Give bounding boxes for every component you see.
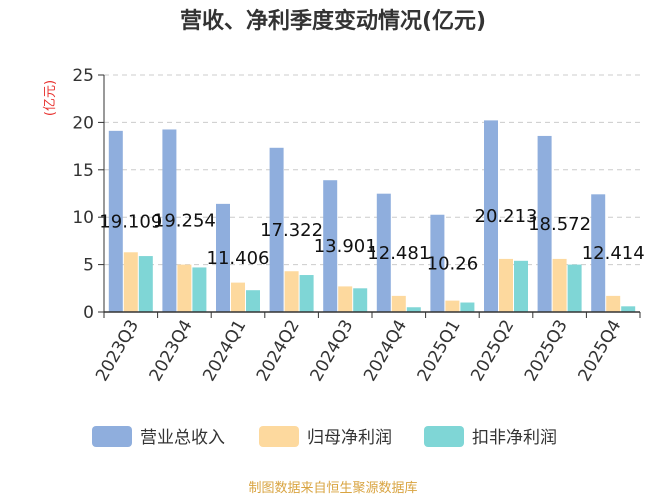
x-axis-ticks: 2023Q3 2023Q4 2024Q1 2024Q2 2024Q3 2024Q4 2025… [92,312,641,385]
bar-1-2025Q2 [484,120,498,312]
legend-label: 营业总收入 [140,428,225,448]
legend-item-1[interactable]: 营业总收入 [92,426,225,448]
bar-3-2023Q4 [192,267,207,312]
source-note: 制图数据来自恒生聚源数据库 [248,480,417,496]
x-tick-label: 2024Q3 [306,317,357,385]
x-tick-label: 2024Q2 [253,317,304,385]
bar-3-2024Q2 [299,275,314,312]
y-tick-label: 10 [72,208,94,228]
bar-3-2023Q3 [138,256,153,312]
x-tick-label: 2025Q2 [467,317,518,385]
bar-1-2025Q4 [591,194,606,312]
bar-3-2024Q4 [406,307,421,312]
data-label: 12.414 [582,243,645,264]
y-tick-label: 20 [72,113,94,133]
x-tick-label: 2023Q3 [92,317,143,385]
bar-1-2023Q3 [108,130,123,312]
bar-2-2025Q4 [606,295,621,312]
data-label: 19.109 [99,211,162,232]
data-label: 12.481 [367,243,430,264]
data-label: 11.406 [207,248,270,269]
x-tick-label: 2024Q1 [199,317,250,385]
legend-label: 归母净利润 [307,428,392,448]
bars [108,120,636,312]
bar-2-2023Q3 [123,252,138,312]
bar-3-2025Q2 [514,260,528,312]
bar-3-2024Q3 [353,288,368,312]
data-label: 18.572 [528,214,591,235]
legend: 营业总收入 归母净利润 扣非净利润 [92,426,557,448]
legend-swatch [424,426,464,447]
y-axis-ticks: 0 5 10 15 20 25 [72,66,104,323]
bar-3-2025Q3 [567,264,582,312]
bar-1-2025Q3 [537,135,552,312]
legend-item-3[interactable]: 扣非净利润 [424,426,557,448]
data-label: 10.26 [427,253,479,274]
legend-label: 扣非净利润 [472,428,557,448]
chart-title: 营收、净利季度变动情况(亿元) [180,8,486,34]
bar-2-2025Q3 [552,258,567,312]
data-label: 20.213 [475,206,538,227]
x-tick-label: 2025Q3 [521,317,572,385]
y-tick-label: 5 [83,256,94,276]
x-tick-label: 2023Q4 [146,317,197,385]
bar-2-2025Q1 [445,300,460,312]
data-label: 13.901 [314,236,377,257]
bar-1-2023Q4 [162,129,177,312]
bar-3-2025Q4 [621,306,636,312]
legend-swatch [92,426,132,447]
bar-2-2024Q2 [284,271,299,312]
bar-1-2024Q2 [269,147,284,312]
bar-2-2023Q4 [177,264,192,312]
y-tick-label: 0 [83,303,94,323]
bar-3-2024Q1 [246,290,260,312]
bar-1-2024Q1 [216,203,230,312]
bar-3-2025Q1 [460,302,475,312]
y-tick-label: 25 [72,66,94,86]
bar-2-2024Q1 [231,282,245,312]
bar-2-2024Q4 [391,295,406,312]
legend-item-2[interactable]: 归母净利润 [259,426,392,448]
bar-1-2025Q1 [430,214,445,312]
bar-2-2024Q3 [338,286,353,312]
x-tick-label: 2024Q4 [360,317,411,385]
x-tick-label: 2025Q4 [574,317,625,385]
y-tick-label: 15 [72,161,94,181]
data-label: 17.322 [260,220,323,241]
bar-2-2025Q2 [499,258,513,312]
y-unit-label: (亿元) [43,80,58,116]
bar-1-2024Q3 [323,180,338,312]
bar-1-2024Q4 [376,193,391,312]
data-label: 19.254 [153,211,216,232]
legend-swatch [259,426,299,447]
x-tick-label: 2025Q1 [414,317,465,385]
